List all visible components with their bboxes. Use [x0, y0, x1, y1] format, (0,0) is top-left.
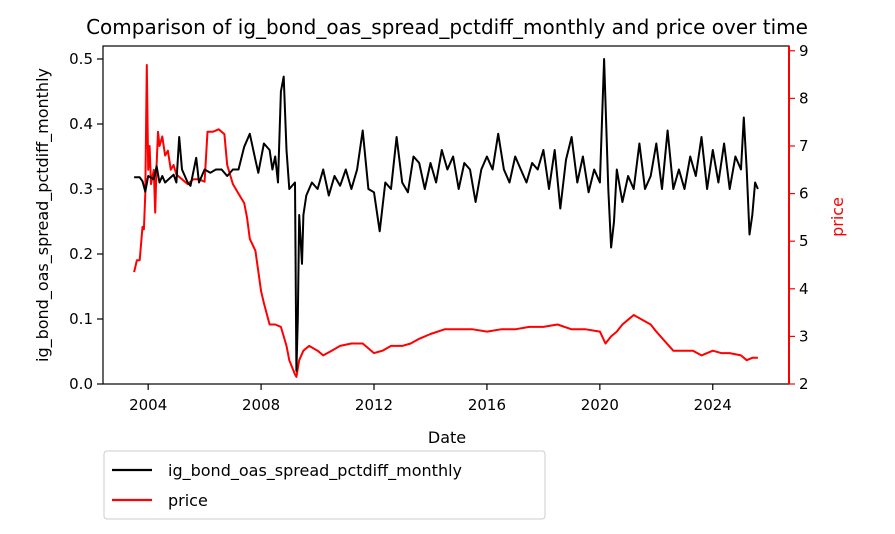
x-tick-label: 2008 [242, 396, 280, 414]
y-right-tick-label: 2 [799, 375, 809, 393]
x-tick-label: 2024 [694, 396, 732, 414]
y-left-tick-label: 0.3 [69, 180, 93, 198]
y-right-axis: 2 3 4 5 6 7 8 9 [789, 42, 809, 393]
y-right-tick-label: 8 [799, 89, 809, 107]
x-axis-label: Date [428, 428, 466, 447]
series-line-ig-bond-oas-spread [134, 58, 759, 372]
y-left-tick-label: 0.5 [69, 50, 93, 68]
chart-title: Comparison of ig_bond_oas_spread_pctdiff… [86, 15, 808, 39]
y-left-tick-label: 0.0 [69, 375, 93, 393]
plot-lines [133, 58, 759, 378]
y-right-tick-label: 5 [799, 232, 809, 250]
y-right-tick-label: 3 [799, 327, 809, 345]
y-right-tick-label: 6 [799, 185, 809, 203]
y-right-tick-label: 9 [799, 42, 809, 60]
x-axis: 2004 2008 2012 2016 2020 2024 [129, 384, 732, 414]
y-right-axis-label: price [828, 197, 847, 237]
legend-frame [103, 450, 546, 520]
y-right-tick-label: 4 [799, 280, 809, 298]
x-tick-label: 2012 [355, 396, 393, 414]
y-left-tick-label: 0.1 [69, 310, 93, 328]
y-left-axis-label: ig_bond_oas_spread_pctdiff_monthly [33, 68, 53, 362]
right-axis-spine [788, 46, 790, 384]
legend-label-ig-bond: ig_bond_oas_spread_pctdiff_monthly [168, 461, 462, 481]
y-left-tick-label: 0.2 [69, 245, 93, 263]
x-tick-label: 2016 [468, 396, 506, 414]
y-right-tick-label: 7 [799, 137, 809, 155]
x-tick-label: 2020 [581, 396, 619, 414]
series-line-price [133, 64, 758, 378]
legend-label-price: price [168, 491, 208, 510]
legend: ig_bond_oas_spread_pctdiff_monthly price [103, 450, 546, 520]
plot-frame [102, 45, 790, 385]
x-tick-label: 2004 [129, 396, 167, 414]
y-left-axis: 0.0 0.1 0.2 0.3 0.4 0.5 [69, 50, 103, 393]
y-left-tick-label: 0.4 [69, 115, 93, 133]
